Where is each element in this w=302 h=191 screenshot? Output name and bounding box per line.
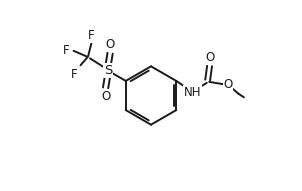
Text: O: O [223,78,233,91]
Text: NH: NH [184,86,201,99]
Text: F: F [70,68,77,81]
Text: S: S [104,64,112,77]
Text: O: O [205,51,214,64]
Text: F: F [88,29,95,42]
Text: O: O [105,38,115,51]
Text: F: F [63,44,69,57]
Text: O: O [101,90,110,103]
